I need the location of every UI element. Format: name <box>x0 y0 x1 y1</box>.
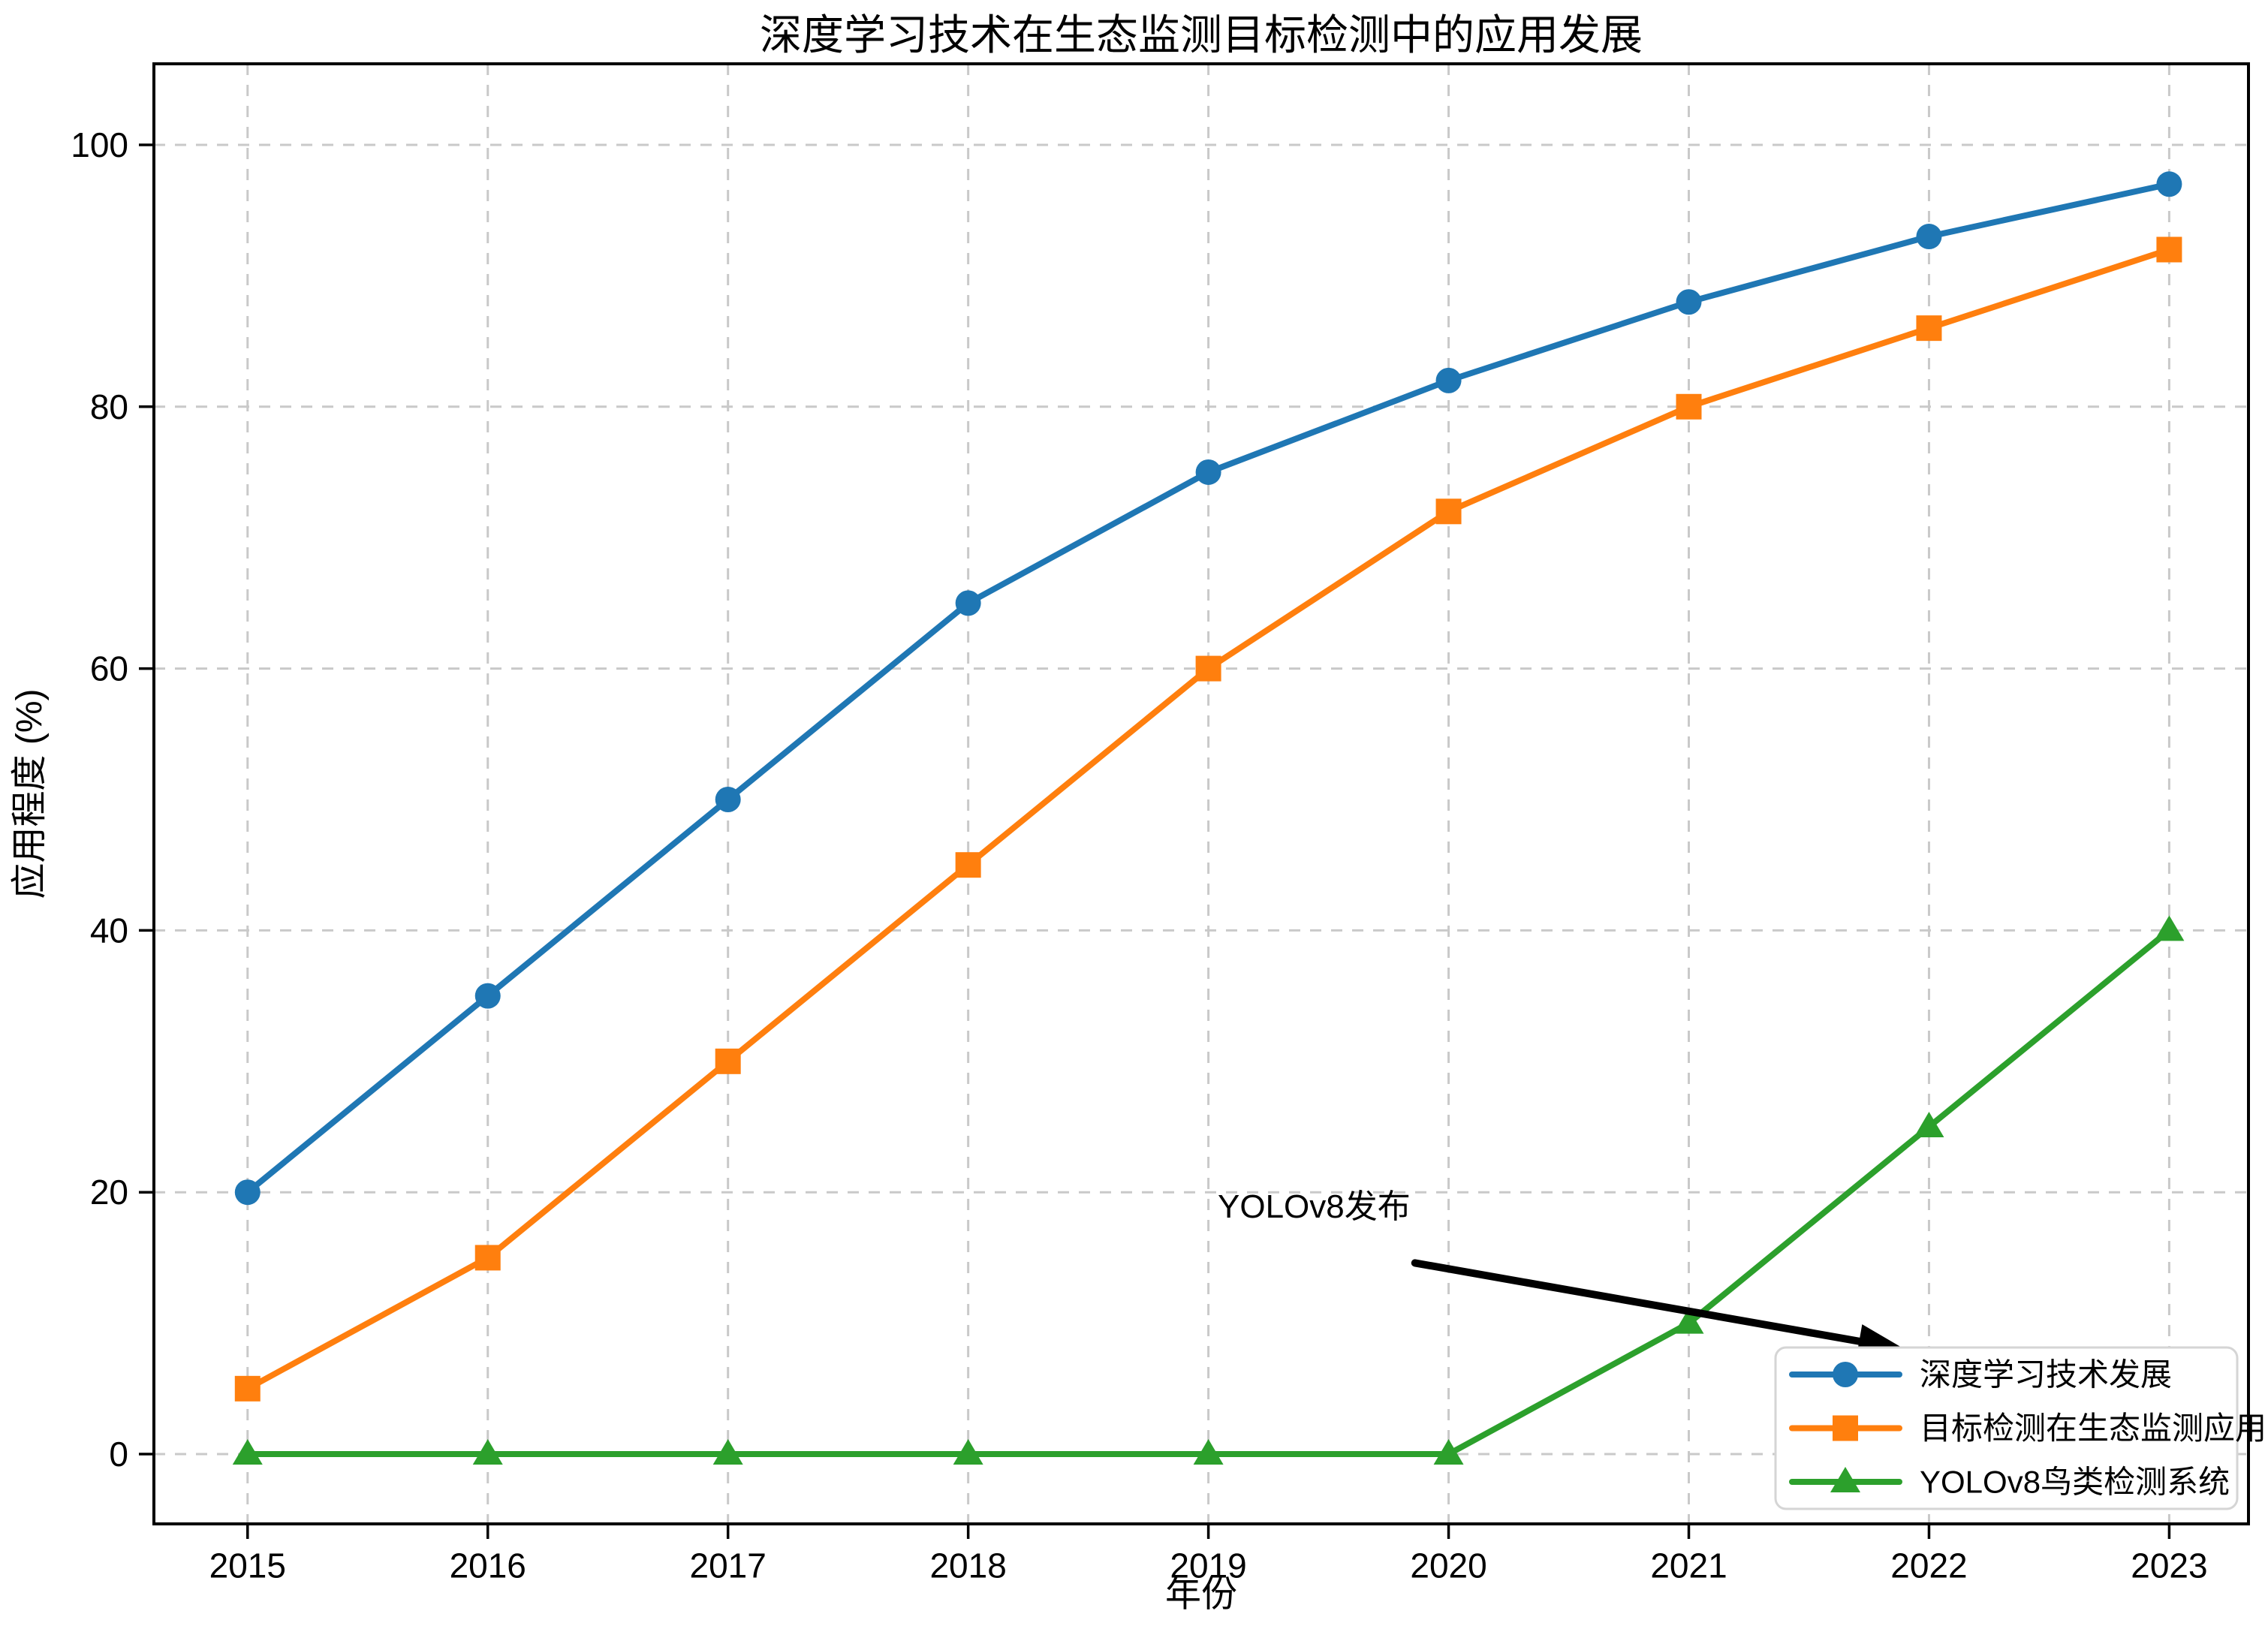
data-point-1-2015 <box>234 1375 261 1402</box>
data-point-1-2016 <box>474 1245 501 1271</box>
y-axis-label: 应用程度 (%) <box>10 689 50 899</box>
legend-item-1: 目标检测在生态监测应用 <box>1789 1411 2266 1446</box>
data-point-0-2020 <box>1435 367 1462 393</box>
data-point-1-2022 <box>1916 315 1942 342</box>
data-point-2-2021 <box>1673 1308 1704 1334</box>
axes-spines <box>152 62 2250 1525</box>
x-tick-label-2017: 2017 <box>690 1546 767 1585</box>
x-tick-label-2022: 2022 <box>1890 1546 1967 1585</box>
data-point-2-2023 <box>2154 915 2185 941</box>
x-tick-label-2020: 2020 <box>1410 1546 1486 1585</box>
data-point-1-2023 <box>2156 236 2182 263</box>
x-tick-label-2015: 2015 <box>209 1546 286 1585</box>
data-point-0-2018 <box>955 590 981 616</box>
data-point-0-2017 <box>715 786 741 812</box>
data-point-1-2020 <box>1435 498 1462 525</box>
legend-label-2: YOLOv8鸟类检测系统 <box>1920 1465 2230 1500</box>
legend-marker-icon-2 <box>1830 1467 1860 1492</box>
legend-item-0: 深度学习技术发展 <box>1789 1357 2172 1393</box>
y-tick-label-40: 40 <box>90 911 128 950</box>
chart-title: 深度学习技术在生态监测目标检测中的应用发展 <box>760 11 1643 59</box>
x-tick-label-2019: 2019 <box>1170 1546 1246 1585</box>
y-tick-label-0: 0 <box>109 1435 128 1474</box>
data-point-1-2019 <box>1195 655 1221 682</box>
y-tick-label-60: 60 <box>90 649 128 688</box>
data-point-1-2021 <box>1676 393 1702 420</box>
data-point-2-2015 <box>232 1439 263 1465</box>
data-point-2-2016 <box>472 1439 503 1465</box>
legend-marker-icon-0 <box>1833 1362 1858 1387</box>
data-point-1-2018 <box>955 852 981 878</box>
series-2 <box>232 915 2185 1465</box>
data-point-2-2020 <box>1433 1439 1464 1465</box>
data-point-2-2018 <box>953 1439 983 1465</box>
legend-box <box>1774 1346 2239 1510</box>
data-point-2-2019 <box>1193 1439 1224 1465</box>
data-point-0-2016 <box>474 983 501 1009</box>
series-1 <box>234 236 2182 1402</box>
legend-label-0: 深度学习技术发展 <box>1920 1357 2172 1393</box>
series-0 <box>234 171 2182 1206</box>
y-tick-label-20: 20 <box>90 1173 128 1212</box>
y-tick-label-100: 100 <box>71 125 128 164</box>
ticks <box>139 143 2171 1539</box>
data-point-0-2019 <box>1195 459 1221 485</box>
y-tick-label-80: 80 <box>90 387 128 426</box>
data-point-2-2022 <box>1914 1112 1944 1138</box>
x-tick-label-2021: 2021 <box>1650 1546 1727 1585</box>
legend-marker-icon-1 <box>1833 1415 1858 1441</box>
data-point-0-2015 <box>234 1179 261 1206</box>
legend-label-1: 目标检测在生态监测应用 <box>1920 1411 2266 1446</box>
data-point-0-2021 <box>1676 289 1702 315</box>
legend-item-2: YOLOv8鸟类检测系统 <box>1789 1465 2230 1500</box>
x-tick-label-2016: 2016 <box>450 1546 526 1585</box>
annotation-label: YOLOv8发布 <box>1218 1188 1411 1225</box>
data-point-0-2023 <box>2156 171 2182 197</box>
x-tick-label-2023: 2023 <box>2131 1546 2207 1585</box>
annotation-arrow-line <box>1411 1259 1869 1347</box>
x-tick-label-2018: 2018 <box>929 1546 1006 1585</box>
data-point-0-2022 <box>1916 224 1942 250</box>
data-point-2-2017 <box>712 1439 743 1465</box>
x-axis-label: 年份 <box>1165 1575 1237 1615</box>
data-point-1-2017 <box>715 1048 741 1074</box>
